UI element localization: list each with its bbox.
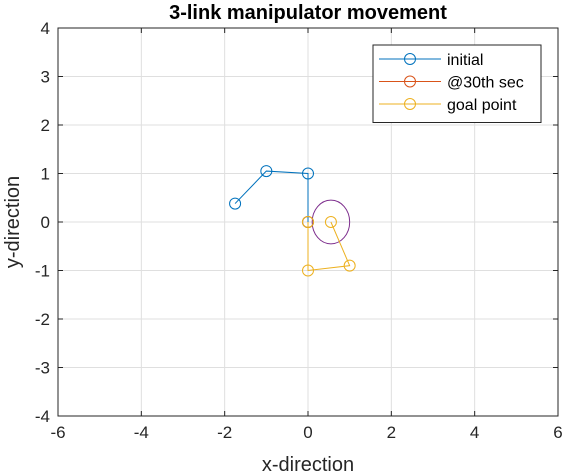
legend-marker (404, 75, 416, 88)
workspace-circle (311, 199, 351, 245)
data-point (302, 167, 314, 180)
legend-item: initial (379, 52, 483, 69)
legend-marker (404, 53, 416, 65)
legend-label: initial (447, 52, 483, 69)
y-tick-label: 4 (41, 19, 50, 38)
legend-item: @30th sec (379, 75, 524, 92)
y-tick-label: 0 (41, 213, 50, 232)
x-tick-label: -4 (134, 423, 149, 442)
legend-label: goal point (447, 97, 517, 114)
x-tick-label: 0 (303, 423, 312, 442)
series-line (234, 170, 309, 222)
y-axis-ticks: 4 3 2 1 0 -1 -2 -3 -4 (35, 19, 558, 426)
x-tick-label: -6 (50, 423, 65, 442)
x-axis-label: x-direction (262, 454, 354, 475)
data-point (229, 197, 242, 210)
x-tick-label: -2 (217, 423, 232, 442)
series-2 (302, 216, 356, 277)
x-tick-label: 6 (553, 423, 562, 442)
data-point (343, 259, 356, 272)
legend-item: goal point (379, 97, 517, 114)
y-axis-label: y-direction (2, 176, 24, 268)
y-tick-label: 2 (41, 116, 50, 135)
legend-box (372, 44, 542, 123)
y-tick-label: -2 (35, 310, 50, 329)
data-point (324, 216, 337, 228)
x-axis-ticks: -6 -4 -2 0 2 4 6 (50, 28, 563, 442)
y-tick-label: -3 (35, 359, 50, 378)
y-tick-label: 3 (41, 68, 50, 87)
y-tick-label: -1 (35, 262, 50, 281)
data-point (302, 264, 314, 277)
legend-label: @30th sec (447, 75, 524, 92)
data-series (229, 165, 356, 277)
chart-title: 3-link manipulator movement (169, 2, 447, 24)
series-line (307, 221, 351, 272)
legend: initial @30th sec goal point (372, 44, 542, 123)
y-tick-label: -4 (35, 407, 50, 426)
data-point (302, 216, 314, 228)
x-tick-label: 2 (387, 423, 396, 442)
data-point (260, 165, 273, 178)
legend-marker (404, 98, 416, 110)
y-tick-label: 1 (41, 165, 50, 184)
x-tick-label: 4 (470, 423, 479, 442)
